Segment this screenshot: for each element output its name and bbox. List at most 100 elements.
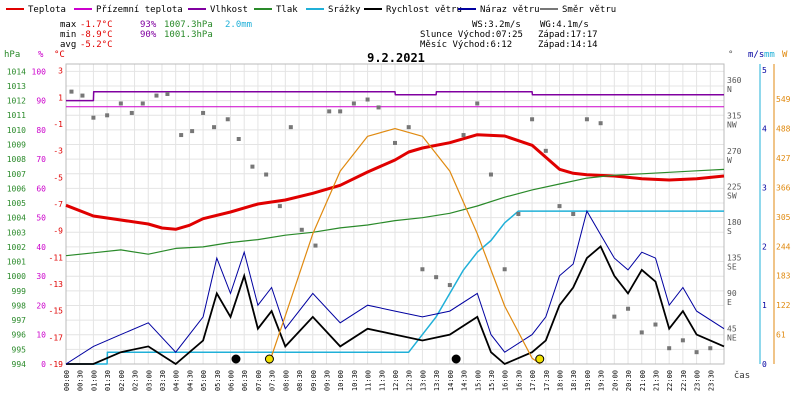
direction-compass-label: SE	[727, 262, 737, 271]
temperature-tick: -19	[49, 360, 64, 369]
grid	[65, 63, 725, 365]
wind-direction-point	[571, 212, 576, 216]
moon-text: Měsíc Východ:6:12	[420, 40, 512, 50]
direction-compass-label: S	[727, 227, 732, 236]
pressure-tick: 1007	[7, 170, 26, 179]
temperature-tick: -1	[53, 120, 63, 129]
wind-direction-point	[584, 117, 589, 122]
stats-max-press: 1007.3hPa	[164, 20, 213, 30]
wind-direction-point	[165, 92, 170, 96]
x-tick-label: 20:00	[611, 370, 619, 391]
x-tick-label: 02:00	[118, 370, 126, 391]
legend-label-6: Náraz větru	[480, 5, 540, 15]
wind-direction-point	[612, 314, 617, 319]
x-tick-label: 01:00	[90, 370, 98, 391]
series-7-line	[268, 128, 541, 365]
humidity-tick: 0	[41, 360, 46, 369]
x-tick-label: 05:30	[214, 370, 222, 391]
wind-direction-point	[212, 125, 217, 130]
direction-compass-label: NW	[727, 120, 737, 129]
x-tick-label: 18:30	[570, 370, 578, 391]
temperature-tick: -9	[53, 227, 63, 236]
stats-min-hum: 90%	[140, 30, 157, 40]
x-tick-label: 17:00	[529, 370, 537, 391]
wind-direction-point	[118, 101, 123, 106]
x-tick-label: 12:00	[392, 370, 400, 391]
pressure-tick: 1013	[7, 82, 26, 91]
x-tick-label: 16:00	[502, 370, 510, 391]
x-tick-label: 12:30	[406, 370, 414, 391]
x-tick-label: 00:30	[77, 370, 85, 391]
axis-unit-labels: hPa % °C ° m/s mm W čas	[4, 50, 788, 381]
wind-direction-point	[475, 101, 480, 106]
x-tick-label: 05:00	[200, 370, 208, 391]
solar-tick: 366	[776, 183, 791, 192]
wind-unit: m/s	[748, 50, 764, 60]
solar-tick: 427	[776, 154, 791, 163]
pressure-tick: 995	[12, 345, 27, 354]
x-tick-label: 22:30	[680, 370, 688, 391]
humidity-tick: 70	[36, 155, 46, 164]
temperature-tick: -5	[53, 173, 63, 182]
x-tick-label: 10:00	[337, 370, 345, 391]
wind-direction-point	[543, 148, 548, 153]
legend-label-2: Vlhkost	[210, 5, 248, 15]
pressure-tick: 998	[12, 301, 27, 310]
wind-direction-point	[225, 117, 230, 122]
direction-compass-label: SW	[727, 191, 737, 200]
stats-avg-label: avg	[60, 40, 76, 50]
x-tick-label: 11:00	[365, 370, 373, 391]
wind-direction-point	[393, 140, 397, 145]
x-tick-label: 06:00	[228, 370, 236, 391]
wind-tick: 5	[762, 66, 767, 75]
x-tick-label: 04:30	[186, 370, 194, 391]
solar-tick: 61	[776, 331, 786, 340]
x-tick-label: 14:30	[461, 370, 469, 391]
direction-compass-label: N	[727, 85, 732, 94]
wind-direction-point	[80, 93, 85, 98]
series-6-line	[65, 209, 725, 365]
wind-direction-point	[406, 125, 411, 130]
direction-compass-label: E	[727, 298, 732, 307]
solar-tick: 122	[776, 301, 791, 310]
x-tick-label: 01:30	[104, 370, 112, 391]
series-0-line	[65, 133, 725, 231]
x-tick-label: 08:00	[282, 370, 290, 391]
series-2-line	[66, 91, 724, 102]
wind-tick: 3	[762, 184, 767, 193]
moonset-text: Západ:14:14	[538, 40, 598, 50]
pressure-tick: 1009	[7, 140, 26, 149]
x-tick-label: 17:30	[543, 370, 551, 391]
wind-direction-point	[190, 129, 195, 134]
temperature-unit: °C	[54, 50, 65, 60]
stats-max-label: max	[60, 20, 77, 30]
ws-text: WS:3.2m/s	[472, 20, 521, 30]
wind-tick: 4	[762, 125, 767, 134]
wind-direction-point	[140, 101, 145, 106]
direction-tick: 90	[727, 289, 737, 298]
wind-direction-point	[365, 97, 370, 102]
x-tick-label: 23:30	[707, 370, 715, 391]
humidity-tick: 20	[36, 301, 46, 310]
wind-direction-point	[338, 109, 343, 114]
wind-direction-point	[680, 338, 685, 343]
x-tick-label: 09:00	[310, 370, 318, 391]
direction-tick: 270	[727, 147, 742, 156]
wind-sun-info: WS:3.2m/s WG:4.1m/s Slunce Východ:07:25 …	[420, 20, 598, 50]
temperature-tick: -11	[49, 253, 64, 262]
wind-direction-point	[376, 105, 381, 110]
wind-direction-point	[488, 172, 493, 177]
legend-label-3: Tlak	[276, 5, 298, 15]
x-tick-label: 07:30	[269, 370, 277, 391]
x-tick-label: 03:30	[159, 370, 167, 391]
wind-tick: 2	[762, 242, 767, 251]
pressure-tick: 1008	[7, 155, 26, 164]
series-3-line	[65, 168, 725, 257]
x-tick-label: 19:00	[584, 370, 592, 391]
stats-max-temp: -1.7°C	[80, 20, 113, 30]
wind-direction-point	[69, 89, 74, 94]
pressure-tick: 1012	[7, 97, 26, 106]
pressure-tick: 997	[12, 316, 27, 325]
wind-direction-point	[557, 204, 562, 209]
